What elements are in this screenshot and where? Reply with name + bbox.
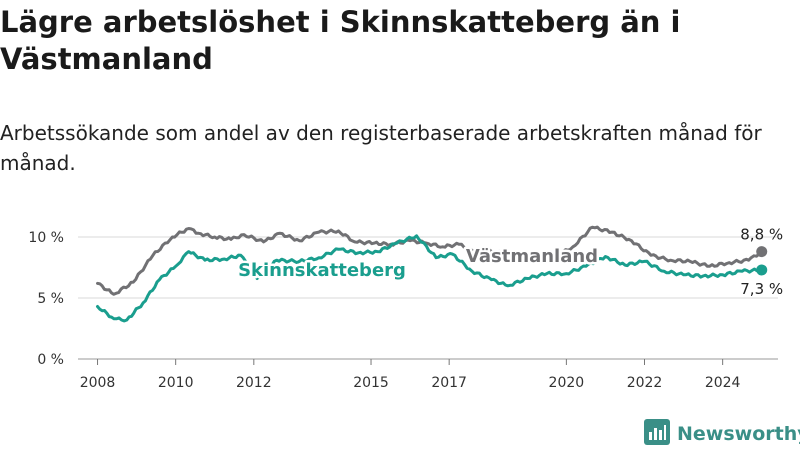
y-tick-label: 10 % [28, 230, 64, 246]
series-name-label-vastmanland: Västmanland [466, 246, 598, 267]
end-point-skinnskatteberg [756, 264, 768, 276]
series-name-label-skinnskatteberg: Skinnskatteberg [238, 260, 406, 281]
y-tick-label: 5 % [37, 291, 64, 307]
series-line-skinnskatteberg [96, 234, 764, 323]
x-tick-label: 2017 [431, 375, 467, 391]
x-tick-label: 2008 [80, 375, 116, 391]
x-tick-label: 2024 [705, 375, 741, 391]
brand-name: Newsworthy [677, 423, 800, 445]
series-lines [96, 225, 768, 323]
end-value-label-vastmanland: 8,8 % [740, 226, 783, 244]
series-line-vastmanland [96, 225, 764, 296]
series-labels: 8,8 % 7,3 % Västmanland Skinnskatteberg [236, 226, 784, 298]
x-tick-label: 2012 [236, 375, 272, 391]
chart-subtitle: Arbetssökande som andel av den registerb… [0, 121, 762, 175]
brand-logo[interactable]: Newsworthy [644, 419, 800, 449]
bar-chart-logo-icon [644, 419, 670, 449]
y-tick-label: 0 % [37, 352, 64, 368]
x-tick-label: 2015 [353, 375, 389, 391]
x-tick-label: 2020 [549, 375, 585, 391]
gridlines [78, 236, 778, 360]
x-tick-label: 2010 [158, 375, 194, 391]
end-point-vastmanland [756, 246, 768, 258]
x-axis-ticks: 2008 2010 2012 2015 2017 2020 2022 2024 [80, 359, 741, 391]
y-axis-ticks: 0 % 5 % 10 % [28, 230, 64, 368]
chart-title: Lägre arbetslöshet i Skinnskatteberg än … [0, 5, 681, 76]
end-value-label-skinnskatteberg: 7,3 % [740, 280, 783, 298]
x-tick-label: 2022 [627, 375, 663, 391]
